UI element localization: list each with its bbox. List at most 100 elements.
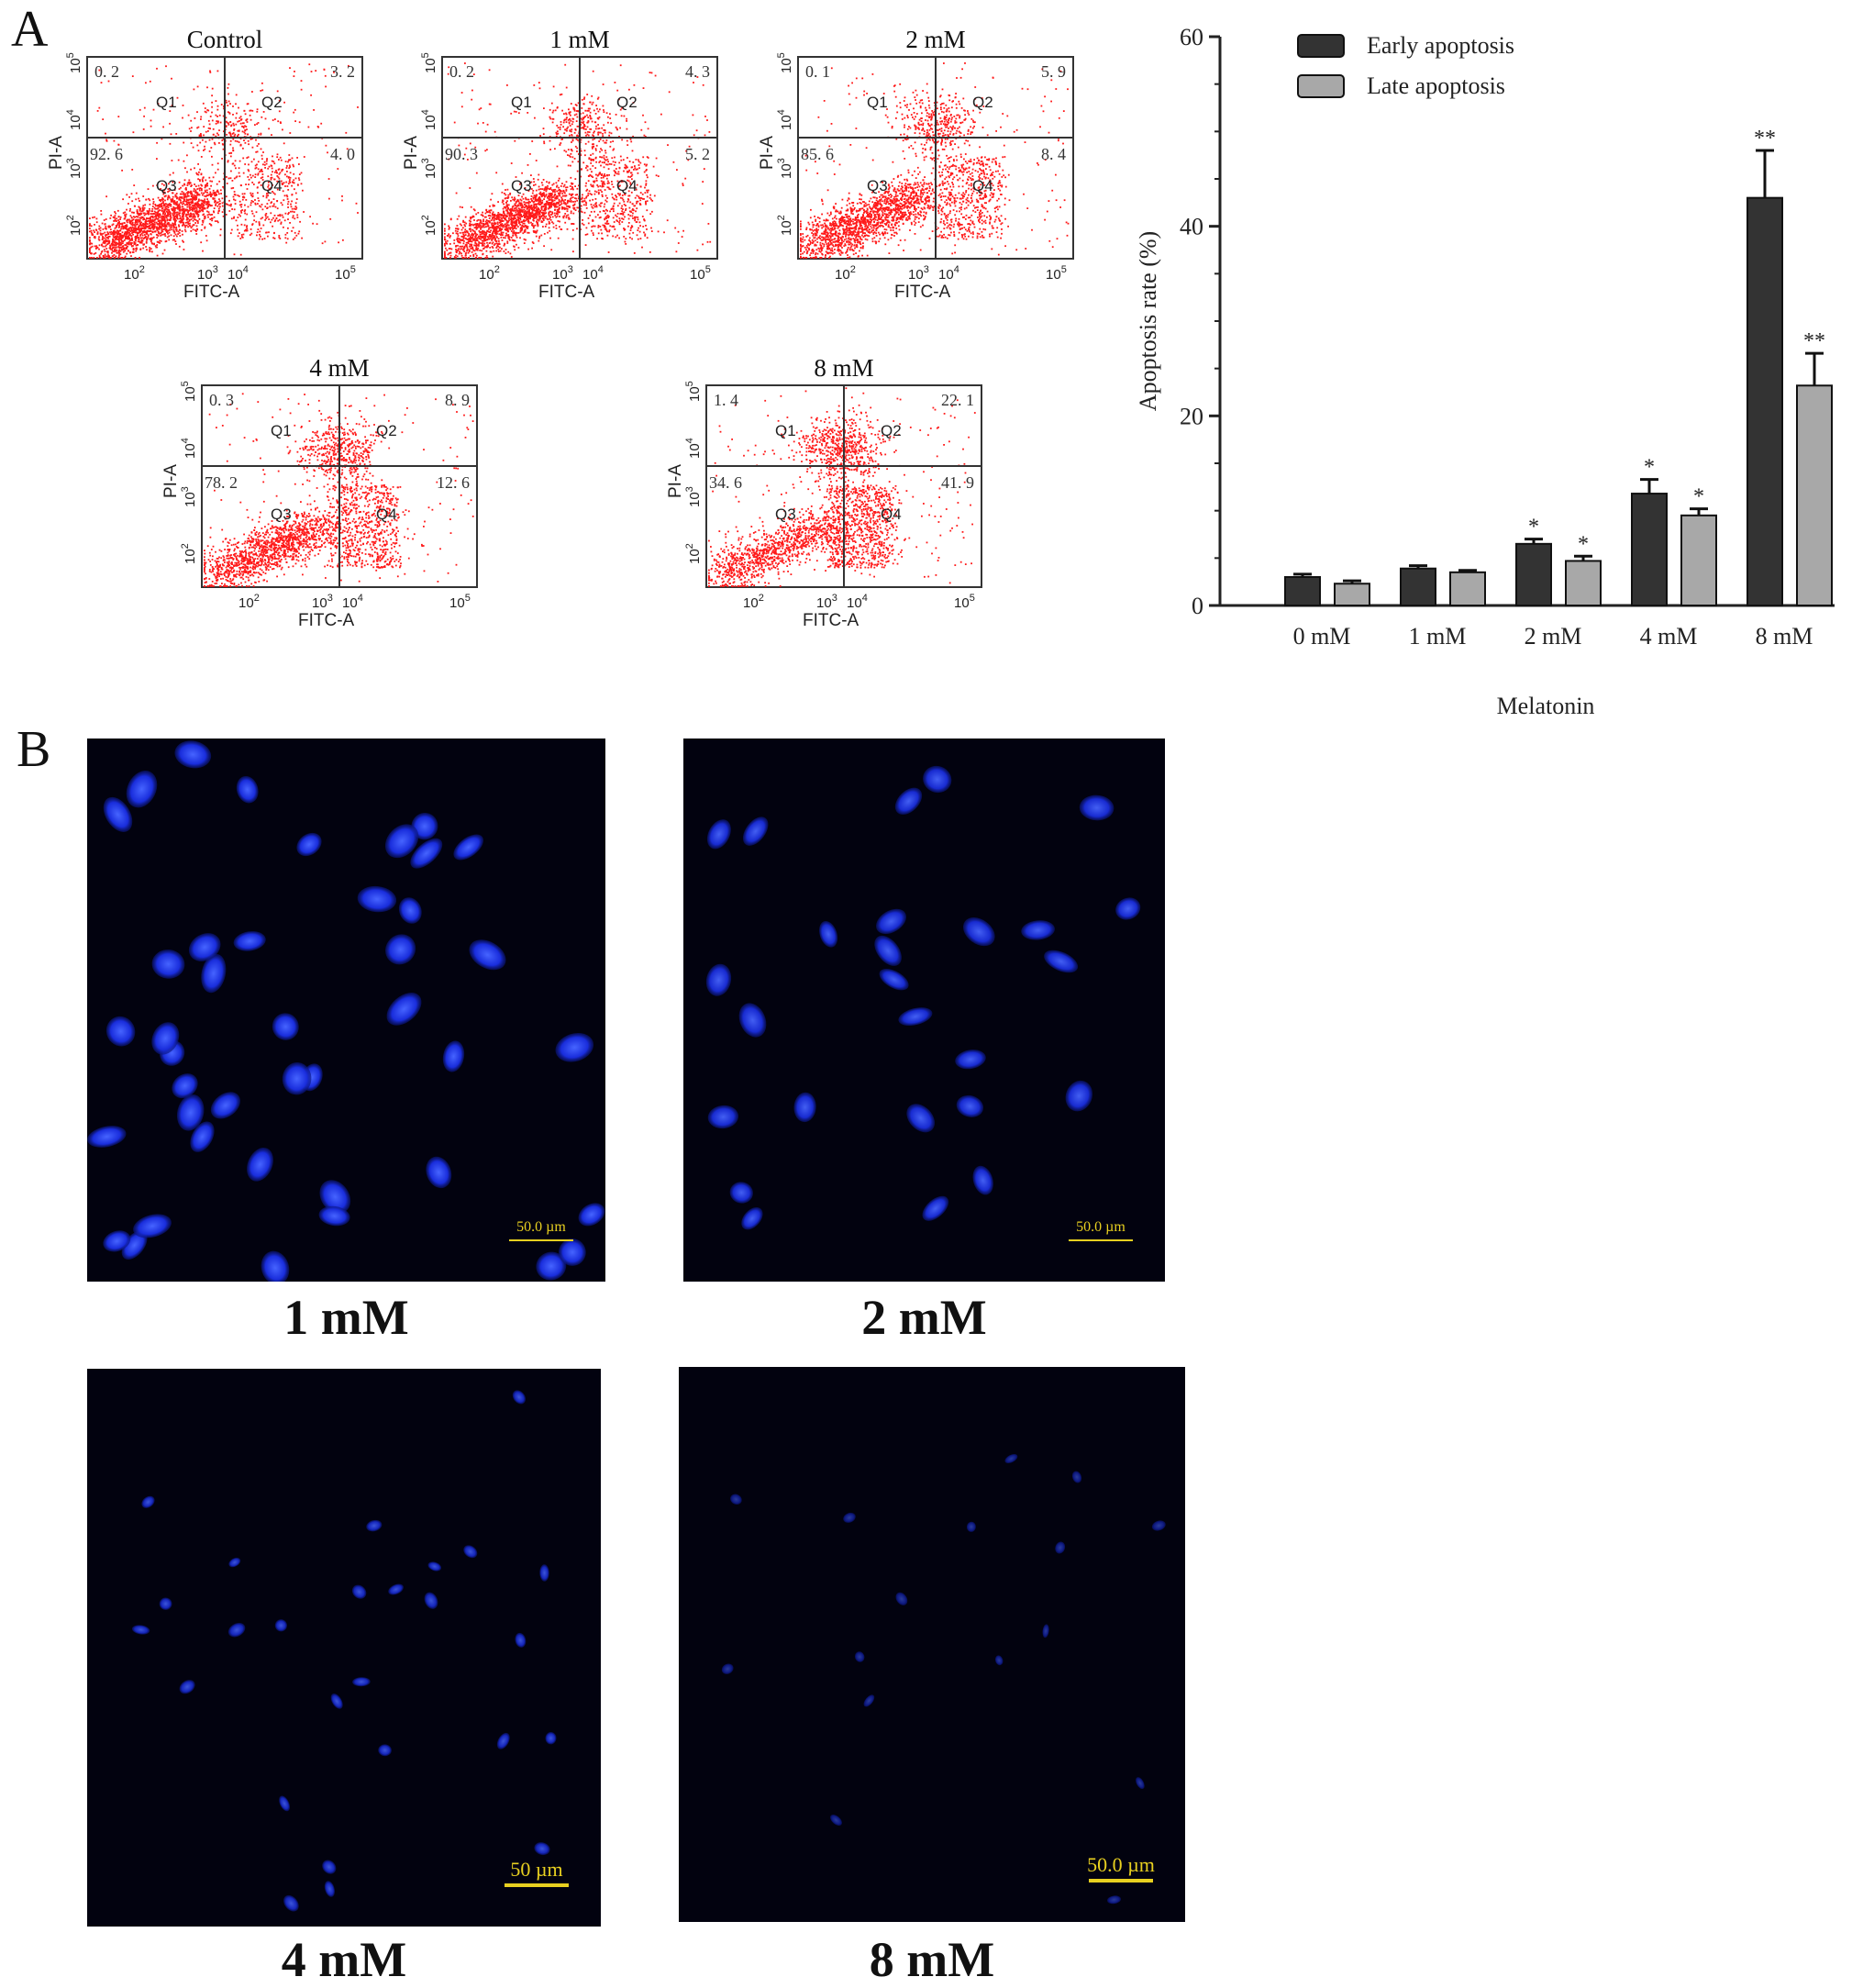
bar xyxy=(1566,561,1601,605)
x-tick-label: 103 xyxy=(197,264,218,283)
quadrant-value-q2: 3. 2 xyxy=(330,62,355,81)
x-axis-label: FITC-A xyxy=(803,611,859,630)
x-tick-label: 102 xyxy=(479,264,500,283)
x-axis-label: FITC-A xyxy=(298,611,355,630)
x-axis-label: FITC-A xyxy=(183,283,240,302)
flow-plot-title: Control xyxy=(87,26,362,54)
quadrant-value-q2: 8. 9 xyxy=(445,391,470,409)
y-tick-label: 102 xyxy=(776,215,794,236)
quadrant-label: Q1 xyxy=(156,94,177,111)
y-tick-label: 105 xyxy=(65,52,83,73)
y-tick-label: 0 xyxy=(1192,593,1203,619)
flow-plot-title: 1 mM xyxy=(442,26,717,54)
y-tick-label: 20 xyxy=(1180,403,1203,429)
flow-plot-title: 4 mM xyxy=(202,354,477,383)
x-tick-label: 105 xyxy=(449,593,471,611)
quadrant-value-q3: 34. 6 xyxy=(709,473,742,492)
micrograph-1mm: 50.0 µm xyxy=(87,739,605,1282)
quadrant-label: Q2 xyxy=(881,422,902,439)
x-tick-label: 104 xyxy=(342,593,363,611)
y-tick-label: 40 xyxy=(1180,214,1203,240)
significance-marker: * xyxy=(1578,532,1589,556)
flow-plot-title: 8 mM xyxy=(706,354,981,383)
quadrant-value-q1: 0. 2 xyxy=(94,62,119,81)
scale-bar-label: 50.0 µm xyxy=(1087,1853,1155,1876)
y-axis-label: Apoptosis rate (%) xyxy=(1135,231,1161,411)
y-axis-label: PI-A xyxy=(758,136,777,170)
y-tick-label: 103 xyxy=(684,486,703,507)
y-tick-label: 105 xyxy=(684,381,703,402)
bar xyxy=(1681,516,1716,605)
quadrant-value-q1: 0. 1 xyxy=(805,62,830,81)
y-tick-label: 60 xyxy=(1180,24,1203,50)
y-axis-label: PI-A xyxy=(666,464,685,498)
y-tick-label: 103 xyxy=(776,158,794,179)
significance-marker: * xyxy=(1528,516,1539,539)
x-tick-label: 0 mM xyxy=(1293,623,1351,650)
quadrant-label: Q1 xyxy=(271,422,292,439)
micrograph-svg: 50.0 µm xyxy=(683,739,1165,1282)
x-tick-label: 102 xyxy=(124,264,145,283)
bar xyxy=(1797,385,1832,605)
bar xyxy=(1516,544,1551,605)
quadrant-value-q1: 0. 2 xyxy=(449,62,474,81)
y-axis-label: PI-A xyxy=(161,464,181,498)
legend-swatch xyxy=(1298,35,1344,57)
micrograph-label-2mm: 2 mM xyxy=(683,1289,1165,1346)
y-tick-label: 105 xyxy=(420,52,438,73)
quadrant-label: Q2 xyxy=(972,94,993,111)
flow-plot-title: 2 mM xyxy=(798,26,1073,54)
quadrant-label: Q3 xyxy=(867,177,888,194)
panel-label-b: B xyxy=(17,720,50,779)
bar xyxy=(1335,583,1370,605)
x-tick-label: 104 xyxy=(227,264,249,283)
scale-bar-label: 50.0 µm xyxy=(516,1219,566,1235)
significance-marker: ** xyxy=(1803,329,1825,353)
x-tick-label: 103 xyxy=(908,264,929,283)
quadrant-value-q3: 85. 6 xyxy=(801,145,834,163)
bar xyxy=(1450,572,1485,605)
y-tick-label: 103 xyxy=(65,158,83,179)
quadrant-label: Q3 xyxy=(775,505,796,523)
micrograph-svg: 50 µm xyxy=(87,1369,601,1927)
x-tick-label: 105 xyxy=(690,264,711,283)
significance-marker: ** xyxy=(1754,127,1776,150)
micrograph-svg: 50.0 µm xyxy=(679,1367,1185,1922)
x-tick-label: 1 mM xyxy=(1409,623,1467,650)
quadrant-label: Q4 xyxy=(376,505,397,523)
legend-label: Early apoptosis xyxy=(1367,32,1514,59)
y-tick-label: 102 xyxy=(420,215,438,236)
y-tick-label: 105 xyxy=(776,52,794,73)
y-tick-label: 104 xyxy=(776,109,794,130)
y-tick-label: 102 xyxy=(180,543,198,564)
y-tick-label: 103 xyxy=(180,486,198,507)
y-axis-label: PI-A xyxy=(47,136,66,170)
y-tick-label: 104 xyxy=(180,438,198,459)
y-tick-label: 102 xyxy=(65,215,83,236)
y-tick-label: 104 xyxy=(684,438,703,459)
x-tick-label: 4 mM xyxy=(1640,623,1698,650)
quadrant-label: Q1 xyxy=(775,422,796,439)
quadrant-label: Q1 xyxy=(867,94,888,111)
x-tick-label: 103 xyxy=(552,264,573,283)
x-tick-label: 105 xyxy=(1046,264,1067,283)
x-tick-label: 103 xyxy=(312,593,333,611)
quadrant-value-q4: 4. 0 xyxy=(330,145,355,163)
y-tick-label: 102 xyxy=(684,543,703,564)
micrograph-label-8mm: 8 mM xyxy=(679,1931,1185,1988)
bar xyxy=(1401,569,1436,605)
quadrant-value-q3: 78. 2 xyxy=(205,473,238,492)
bar xyxy=(1747,198,1782,605)
micrograph-8mm: 50.0 µm xyxy=(679,1367,1185,1922)
micrograph-background xyxy=(87,1369,601,1927)
micrograph-4mm: 50 µm xyxy=(87,1369,601,1927)
